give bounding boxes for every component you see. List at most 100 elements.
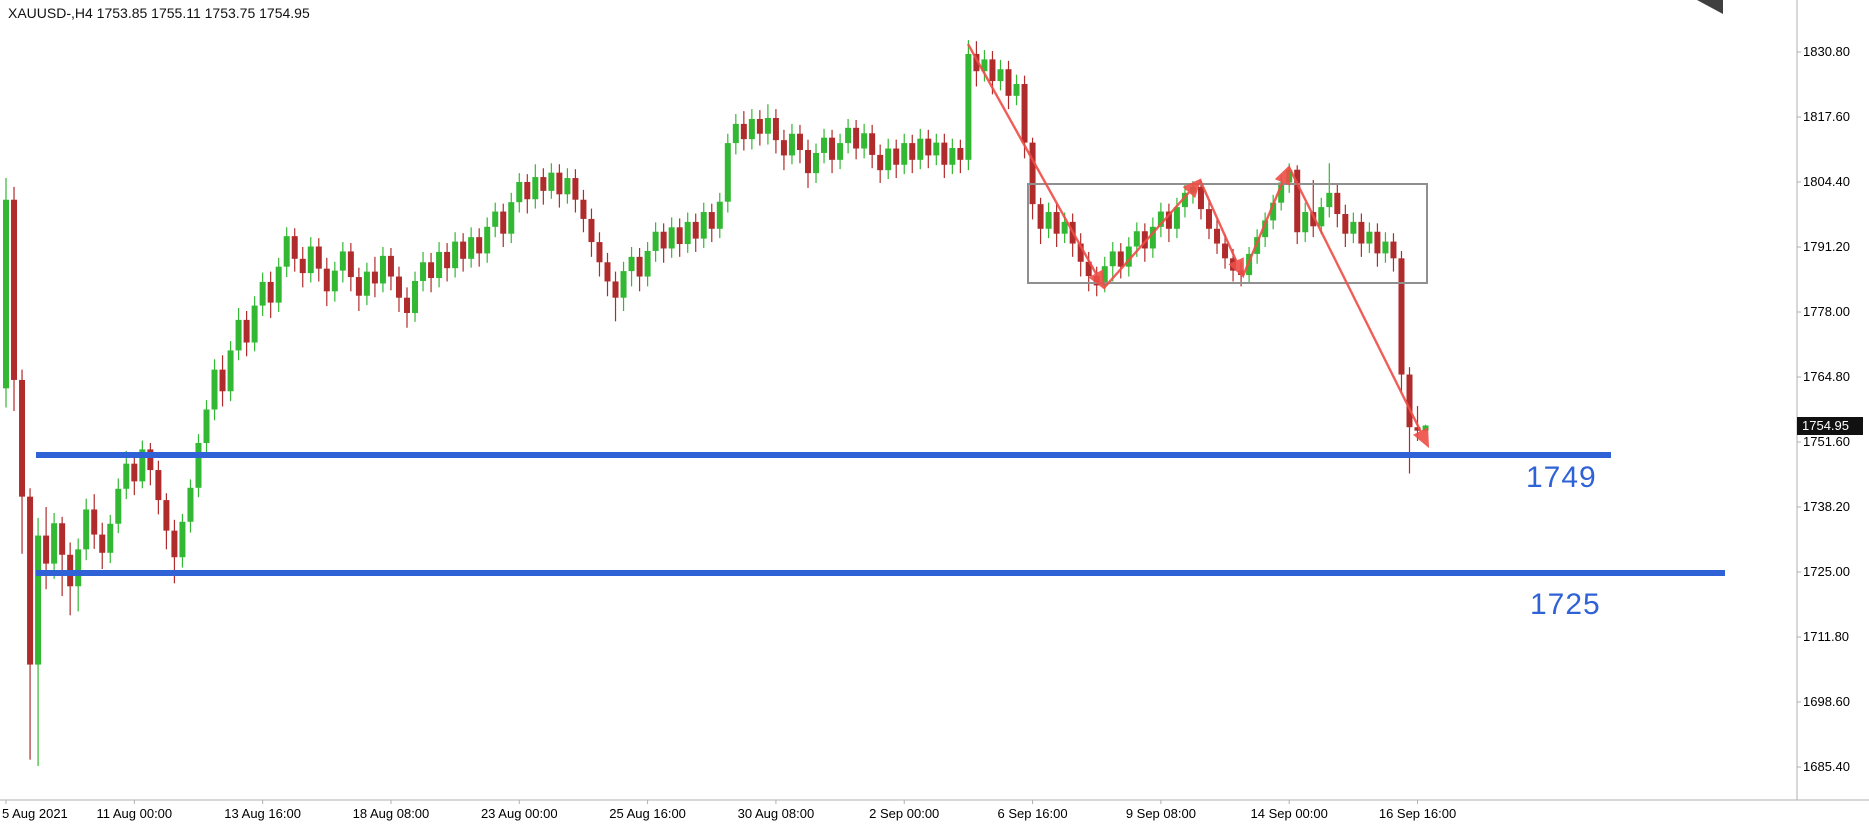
- candle-body: [861, 133, 868, 149]
- candle-body: [1286, 169, 1293, 183]
- candle-body: [508, 202, 515, 234]
- candle-body: [764, 117, 771, 134]
- candle-body: [1406, 374, 1413, 428]
- candle-body: [51, 523, 58, 564]
- candle-body: [227, 350, 234, 392]
- candle-body: [788, 133, 795, 156]
- candle-body: [933, 142, 940, 156]
- candle-body: [179, 521, 186, 558]
- candle-body: [387, 255, 394, 277]
- candle-body: [171, 530, 178, 558]
- candle-body: [596, 242, 603, 263]
- support-label-1725: 1725: [1530, 588, 1601, 621]
- candle-body: [11, 199, 18, 380]
- candle-body: [147, 449, 154, 471]
- candle-body: [668, 227, 675, 249]
- candle-body: [291, 236, 298, 259]
- candle-body: [780, 140, 787, 156]
- candle-body: [99, 534, 106, 553]
- candle-body: [1005, 69, 1012, 96]
- price-axis-label: 1764.80: [1803, 369, 1850, 384]
- candle-body: [139, 449, 146, 482]
- candle-body: [732, 123, 739, 144]
- candle-body: [19, 379, 26, 497]
- candle-body: [684, 221, 691, 245]
- candle-body: [893, 148, 900, 165]
- candle-body: [965, 53, 972, 160]
- candle-body: [323, 268, 330, 292]
- candle-body: [708, 212, 715, 229]
- candle-body: [556, 172, 563, 195]
- candle-body: [444, 251, 451, 269]
- candle-body: [604, 262, 611, 282]
- candle-body: [331, 270, 338, 292]
- candle-body: [925, 138, 932, 156]
- candle-body: [492, 211, 499, 227]
- time-axis-label: 2 Sep 00:00: [869, 806, 940, 821]
- candle-body: [548, 172, 555, 191]
- price-axis-label: 1711.80: [1803, 629, 1850, 644]
- support-line-1725[interactable]: [36, 569, 1725, 576]
- candle-body: [484, 226, 491, 254]
- candle-body: [155, 470, 162, 501]
- consolidation-box[interactable]: [1027, 183, 1428, 284]
- price-axis-label: 1778.00: [1803, 304, 1850, 319]
- candle-body: [772, 117, 779, 141]
- candle-body: [1422, 425, 1429, 431]
- candle-body: [1414, 427, 1421, 431]
- candle-body: [476, 237, 483, 254]
- time-axis-label: 16 Sep 16:00: [1378, 806, 1457, 821]
- time-axis-label: 14 Sep 00:00: [1250, 806, 1328, 821]
- candle-body: [877, 154, 884, 171]
- candle-body: [981, 59, 988, 72]
- candle-body: [588, 218, 595, 243]
- candle-body: [27, 496, 34, 665]
- candle-body: [572, 178, 579, 200]
- chart-shift-marker-icon[interactable]: [1697, 0, 1723, 14]
- candle-body: [949, 148, 956, 165]
- support-line-1749[interactable]: [36, 451, 1611, 458]
- candle-body: [460, 241, 467, 259]
- candle-body: [1021, 84, 1028, 143]
- candle-body: [3, 199, 9, 389]
- price-axis-label: 1685.40: [1803, 759, 1850, 774]
- price-axis-label: 1725.00: [1803, 564, 1850, 579]
- candle-body: [989, 59, 996, 82]
- candle-body: [339, 251, 346, 271]
- candle-body: [620, 271, 627, 298]
- candle-body: [115, 488, 122, 524]
- ohlc-info: XAUUSD-,H4 1753.85 1755.11 1753.75 1754.…: [8, 5, 310, 21]
- candle-body: [652, 231, 659, 251]
- candle-body: [267, 281, 274, 303]
- candle-body: [716, 201, 723, 229]
- price-axis-label: 1817.60: [1803, 109, 1850, 124]
- candle-body: [379, 255, 386, 284]
- price-axis-label: 1751.60: [1803, 434, 1850, 449]
- price-axis-label: 1791.20: [1803, 239, 1850, 254]
- candle-body: [813, 152, 820, 174]
- candle-body: [123, 463, 130, 489]
- candle-body: [347, 251, 354, 278]
- candle-body: [885, 148, 892, 171]
- candle-body: [428, 262, 435, 279]
- candle-body: [660, 231, 667, 249]
- candle-body: [869, 133, 876, 155]
- candle-body: [845, 127, 852, 144]
- candle-body: [211, 369, 218, 410]
- candle-body: [580, 199, 587, 219]
- candle-body: [107, 523, 114, 553]
- price-axis-label: 1698.60: [1803, 694, 1850, 709]
- candle-body: [315, 246, 322, 269]
- candle-body: [395, 276, 402, 298]
- candle-body: [355, 277, 362, 296]
- candle-body: [43, 535, 50, 564]
- candle-body: [644, 250, 651, 277]
- candle-body: [404, 297, 410, 313]
- candle-body: [468, 237, 475, 259]
- candle-body: [283, 236, 290, 267]
- candle-body: [75, 549, 82, 587]
- candle-body: [997, 69, 1004, 82]
- candle-body: [420, 262, 427, 281]
- candle-body: [805, 149, 811, 174]
